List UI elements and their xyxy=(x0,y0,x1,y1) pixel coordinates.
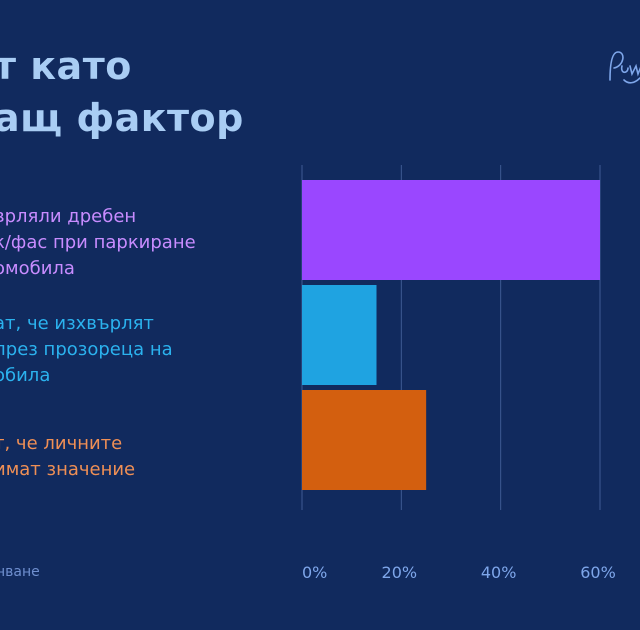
category-label-1-line-0: ат, че изхвърлят xyxy=(0,313,154,334)
category-label-1-line-1: през прозореца на xyxy=(0,339,173,360)
bar-1 xyxy=(302,285,377,385)
chart-title-line-1: т като xyxy=(0,44,132,88)
x-tick-label-0: 0% xyxy=(302,563,327,582)
category-label-0-line-0: врляли дребен xyxy=(0,206,137,227)
category-label-1: ат, че изхвърлят през прозореца на обила xyxy=(0,311,284,389)
category-label-1-line-2: обила xyxy=(0,365,51,386)
source-note: нване xyxy=(0,564,40,580)
category-label-2-line-1: имат значение xyxy=(0,459,136,480)
x-tick-label-1: 20% xyxy=(382,563,418,582)
brand-logo-icon xyxy=(606,44,640,98)
bar-2 xyxy=(302,390,427,490)
category-label-2: т, че личните имат значение xyxy=(0,431,284,483)
category-label-0-line-1: к/фас при паркиране xyxy=(0,232,196,253)
category-label-2-line-0: т, че личните xyxy=(0,433,123,454)
x-tick-label-3: 60% xyxy=(580,563,616,582)
bar-0 xyxy=(302,180,600,280)
chart-title-line-2: ащ фактор xyxy=(0,96,244,140)
category-label-0-line-2: омобила xyxy=(0,258,75,279)
x-tick-label-2: 40% xyxy=(481,563,517,582)
category-label-0: врляли дребен к/фас при паркиране омобила xyxy=(0,204,284,282)
